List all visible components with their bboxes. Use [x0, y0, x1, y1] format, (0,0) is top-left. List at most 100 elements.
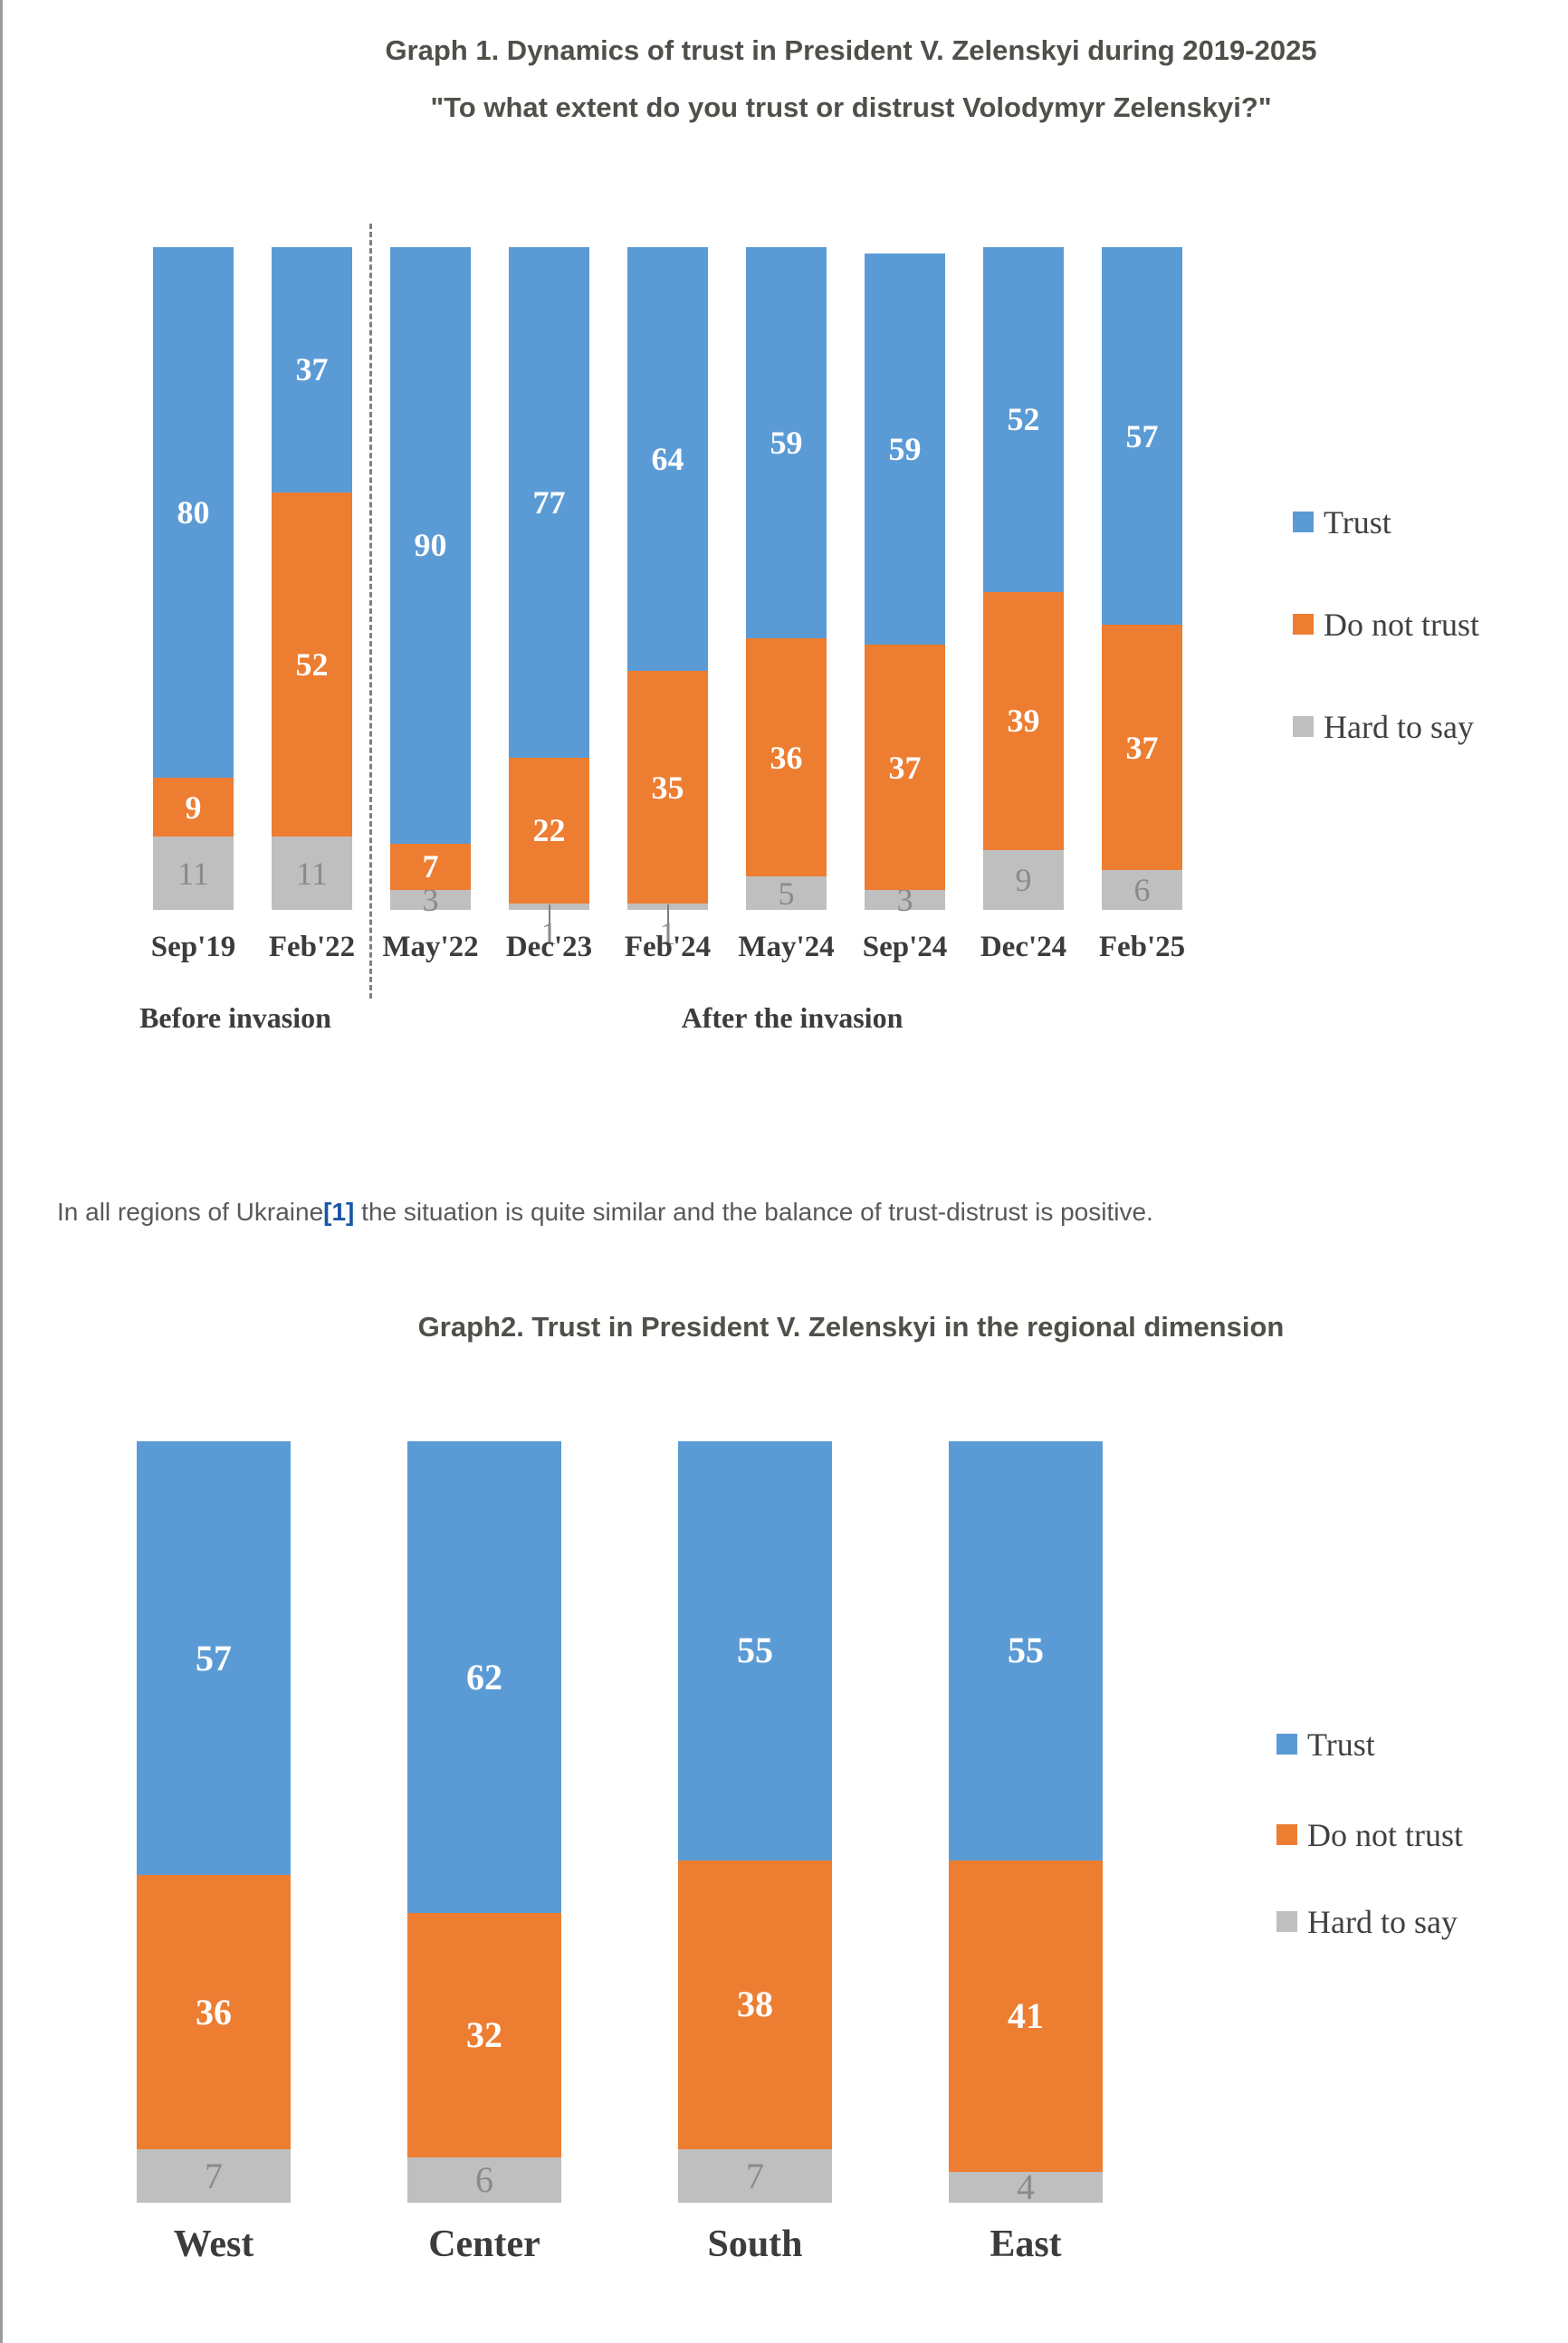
bar-value-label: 59 [888, 431, 922, 468]
body-paragraph: In all regions of Ukraine[1] the situati… [57, 1195, 1565, 1229]
bar-segment-hard-to-say [390, 890, 471, 910]
bar-segment-hard-to-say [746, 876, 827, 910]
bar-value-label: 6 [475, 2158, 493, 2200]
bar-segment-trust [509, 247, 589, 758]
bar-value-label: 7 [746, 2155, 764, 2196]
bar-segment-do-not-trust [272, 492, 352, 837]
bar-value-label: 11 [177, 855, 209, 892]
bar-segment-trust [272, 247, 352, 493]
legend-label-hard-to-say: Hard to say [1307, 1904, 1458, 1940]
bar-segment-do-not-trust [509, 757, 589, 904]
bar-segment-hard-to-say [1102, 870, 1182, 910]
bar-segment-trust [153, 247, 234, 778]
bar-segment-trust [865, 253, 945, 646]
bar-segment-do-not-trust [949, 1860, 1103, 2173]
bar-segment-trust [627, 247, 708, 672]
x-axis-label: May'24 [738, 931, 835, 963]
bar-segment-do-not-trust [678, 1860, 832, 2150]
bar-value-label: 41 [1008, 1994, 1044, 2036]
legend-label-trust: Trust [1307, 1726, 1375, 1763]
bar-value-label: 52 [295, 646, 329, 684]
legend-label-trust: Trust [1324, 504, 1391, 540]
bar-segment-trust [390, 247, 471, 844]
graph2-title: Graph2. Trust in President V. Zelenskyi … [417, 1311, 1285, 1343]
legend-swatch-hard-to-say-icon [1293, 716, 1314, 737]
bar-value-label: 55 [737, 1630, 773, 1671]
bar-value-label: 37 [295, 351, 329, 388]
invasion-divider-dashed-line [369, 224, 372, 999]
bar-value-label: 52 [1007, 401, 1040, 438]
legend-swatch-do-not-trust-icon [1293, 614, 1314, 635]
x-axis-label: East [990, 2223, 1062, 2265]
graph1-subtitle: "To what extent do you trust or distrust… [430, 91, 1272, 123]
bar-value-label: 80 [177, 493, 210, 531]
bar-segment-do-not-trust [1102, 625, 1182, 871]
bar-value-label: 77 [532, 483, 566, 521]
legend-swatch-trust-icon [1276, 1734, 1297, 1755]
legend-label-hard-to-say: Hard to say [1324, 709, 1474, 745]
bar-value-label: 9 [185, 789, 202, 826]
bar-value-label: 55 [1008, 1630, 1044, 1671]
bar-segment-do-not-trust [983, 591, 1064, 851]
bar-segment-do-not-trust [407, 1913, 561, 2157]
legend-label-do-not-trust: Do not trust [1324, 607, 1480, 643]
bar-value-label: 57 [1125, 417, 1159, 454]
bar-segment-hard-to-say [137, 2149, 291, 2203]
bar-value-label: 22 [532, 812, 566, 849]
bar-segment-do-not-trust [390, 843, 471, 891]
x-axis-label: West [173, 2223, 254, 2265]
bar-segment-hard-to-say [678, 2149, 832, 2203]
value-leader-line [548, 904, 550, 928]
bar-segment-trust [983, 247, 1064, 592]
before-invasion-label: Before invasion [139, 1001, 331, 1034]
page-left-edge-line [0, 0, 3, 2343]
after-invasion-label: After the invasion [681, 1001, 904, 1034]
bar-value-label: 62 [466, 1656, 502, 1697]
bar-segment-hard-to-say [865, 890, 945, 910]
bar-segment-trust [137, 1441, 291, 1876]
bar-value-label: 36 [770, 739, 803, 776]
bar-segment-hard-to-say [272, 837, 352, 910]
bar-value-label: 11 [296, 855, 328, 892]
x-axis-label: Dec'24 [980, 931, 1067, 963]
bar-value-label: 1 [540, 915, 558, 952]
legend-label-do-not-trust: Do not trust [1307, 1817, 1464, 1853]
footnote-1-link[interactable]: [1] [323, 1198, 355, 1226]
paragraph-text-prefix: In all regions of Ukraine [57, 1198, 324, 1226]
bar-value-label: 64 [651, 441, 684, 478]
bar-value-label: 32 [466, 2013, 502, 2055]
x-axis-label: May'22 [382, 931, 479, 963]
bar-value-label: 57 [196, 1637, 232, 1678]
bar-value-label: 6 [1133, 872, 1151, 909]
graph1-title: Graph 1. Dynamics of trust in President … [385, 34, 1317, 66]
x-axis-label: Sep'19 [150, 931, 236, 963]
legend-swatch-trust-icon [1293, 512, 1314, 532]
x-axis-label: Sep'24 [862, 931, 948, 963]
bar-segment-do-not-trust [865, 645, 945, 891]
bar-segment-trust [746, 247, 827, 638]
bar-segment-do-not-trust [137, 1875, 291, 2150]
bar-segment-trust [949, 1441, 1103, 1860]
bar-value-label: 39 [1007, 703, 1040, 740]
bar-segment-trust [678, 1441, 832, 1860]
paragraph-text-suffix: the situation is quite similar and the b… [354, 1198, 1153, 1226]
x-axis-label: Center [428, 2223, 540, 2265]
x-axis-label: Dec'23 [505, 931, 593, 963]
bar-value-label: 37 [1125, 729, 1159, 766]
bar-segment-hard-to-say [153, 837, 234, 910]
bar-value-label: 37 [888, 749, 922, 786]
bar-segment-do-not-trust [153, 777, 234, 837]
bar-segment-hard-to-say [983, 850, 1064, 910]
bar-segment-trust [1102, 247, 1182, 626]
bar-value-label: 38 [737, 1984, 773, 2025]
x-axis-label: Feb'24 [624, 931, 712, 963]
bar-segment-hard-to-say [407, 2157, 561, 2203]
x-axis-label: Feb'25 [1098, 931, 1186, 963]
legend-swatch-do-not-trust-icon [1276, 1824, 1297, 1845]
bar-segment-trust [407, 1441, 561, 1914]
bar-value-label: 4 [1017, 2166, 1035, 2208]
bar-value-label: 7 [422, 848, 439, 885]
